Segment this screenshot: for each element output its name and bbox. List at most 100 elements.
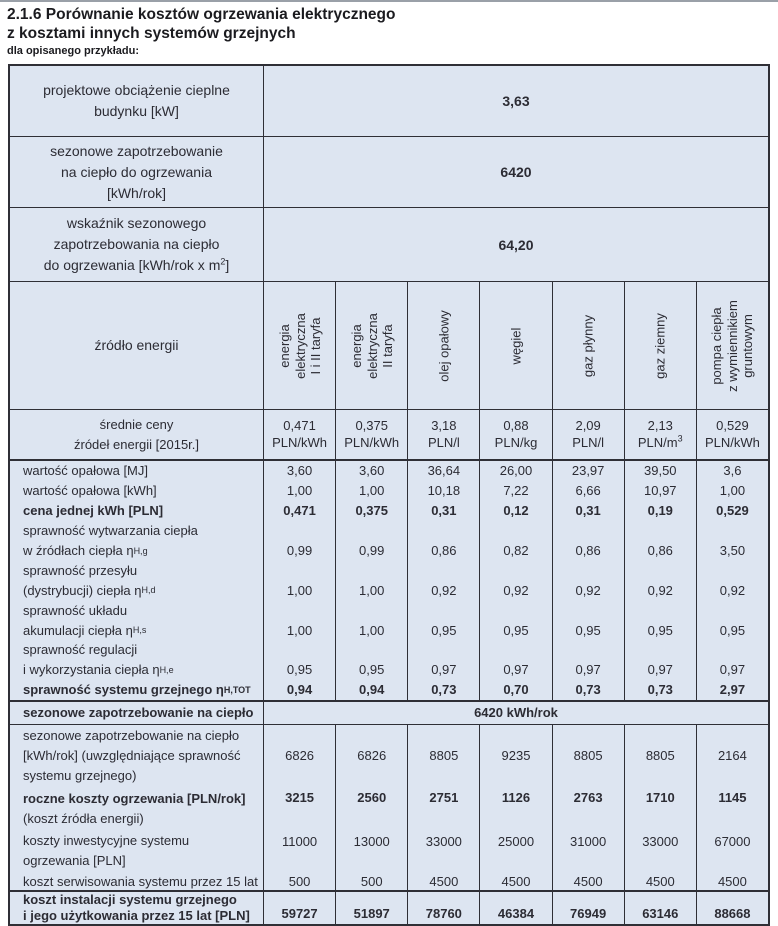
efficiency-row-label: wartość opałowa [kWh] — [10, 481, 263, 501]
total-cost-row: koszt instalacji systemu grzejnego i jego… — [10, 889, 768, 924]
efficiency-value-cell: 0,95 — [407, 620, 479, 641]
efficiency-value-cell: 0,86 — [551, 540, 624, 561]
efficiency-row: sprawność systemu grzejnego η H,TOT 0,94 0,… — [10, 679, 768, 700]
header-line: olej opałowy — [436, 309, 452, 382]
title-block: 2.1.6 Porównanie kosztów ogrzewania elek… — [7, 5, 778, 58]
efficiency-value-cell — [623, 520, 696, 541]
efficiency-value-cell — [407, 520, 479, 541]
cost-value-cell: 8805 — [551, 724, 624, 787]
efficiency-value-cell: 6,66 — [551, 480, 624, 501]
seasonal-demand-total-value: 6420 kWh/rok — [263, 701, 768, 724]
cost-value-cell: 8805 — [623, 724, 696, 787]
cost-label-line: (koszt źródła energii) — [23, 810, 144, 826]
efficiency-block: wartość opałowa [MJ] 3,60 3,60 36,64 26,00 23… — [10, 459, 768, 700]
rotated-header-text: węgiel — [508, 285, 524, 407]
price-unit: PLN/kWh — [344, 434, 400, 450]
efficiency-value-cell: 0,82 — [479, 540, 551, 561]
efficiency-value-cell — [479, 520, 551, 541]
rotated-header-text: energia elektryczna I i II taryfa — [276, 285, 323, 407]
price-cell: 3,18 PLN/l — [407, 410, 479, 459]
energy-source-column-header: energia elektryczna II taryfa — [335, 282, 407, 409]
efficiency-value-cell: 26,00 — [479, 461, 551, 481]
energy-source-header-label: źródło energii — [94, 337, 179, 353]
efficiency-row-label: i wykorzystania ciepła η H,e — [23, 662, 174, 678]
cost-row: koszty inwestycyjne systemu ogrzewania [P… — [10, 830, 768, 872]
efficiency-value-cell — [551, 520, 624, 541]
efficiency-value-cell: 1,00 — [335, 580, 407, 601]
efficiency-row: sprawność układu — [10, 600, 768, 621]
efficiency-label-text: cena jednej kWh [PLN] — [23, 503, 164, 519]
header-line: energia — [348, 323, 364, 368]
price-value: 0,88 — [503, 418, 529, 433]
efficiency-row-label: sprawność systemu grzejnego η H,TOT — [23, 682, 251, 698]
efficiency-row-label: (dystrybucji) ciepła η H,d — [23, 582, 156, 598]
cost-label-line: sezonowe zapotrzebowanie na ciepło — [23, 727, 240, 743]
efficiency-value-cell: 1,00 — [335, 480, 407, 501]
energy-source-column-header: olej opałowy — [407, 282, 479, 409]
section-title-line1: 2.1.6 Porównanie kosztów ogrzewania elek… — [7, 6, 396, 23]
cost-value-cell: 11000 — [263, 830, 335, 872]
efficiency-row-label: sprawność regulacji — [10, 640, 263, 660]
cost-value-cell: 4500 — [623, 871, 696, 892]
price-unit: PLN/l — [427, 434, 460, 450]
efficiency-label-text: sprawność przesyłu — [23, 562, 138, 578]
summary-row: wskaźnik sezonowego zapotrzebowania na ci… — [10, 207, 768, 281]
efficiency-value-cell: 0,95 — [695, 620, 768, 641]
seasonal-demand-total-row: sezonowe zapotrzebowanie na ciepło 6420 … — [10, 699, 768, 724]
efficiency-value-cell: 0,97 — [479, 659, 551, 680]
cost-value-cell: 2164 — [695, 724, 768, 787]
summary-rows-section: projektowe obciążenie cieplne budynku [kW… — [10, 66, 768, 281]
efficiency-label-text: sprawność wytwarzania ciepła — [23, 523, 198, 539]
efficiency-value-cell: 0,12 — [479, 500, 551, 521]
efficiency-label-text: wartość opałowa [MJ] — [23, 463, 148, 479]
average-prices-label: średnie ceny źródeł energii [2015r.] — [10, 410, 263, 459]
efficiency-value-cell — [407, 640, 479, 660]
efficiency-value-cell: 39,50 — [623, 461, 696, 481]
efficiency-value-cell — [695, 600, 768, 621]
summary-row-value: 3,63 — [263, 66, 768, 136]
efficiency-row: i wykorzystania ciepła η H,e 0,95 0,95 0,97 0… — [10, 659, 768, 680]
cost-label-line: koszt serwisowania systemu przez 15 lat — [23, 873, 258, 889]
efficiency-value-cell: 0,92 — [407, 580, 479, 601]
efficiency-value-cell — [263, 520, 335, 541]
efficiency-value-cell: 1,00 — [263, 580, 335, 601]
efficiency-label-text: i wykorzystania ciepła η — [23, 662, 160, 678]
efficiency-row-label: sprawność wytwarzania ciepła — [10, 521, 263, 541]
header-line: energia — [276, 323, 292, 368]
cost-label-line: ogrzewania [PLN] — [23, 853, 126, 869]
cost-value-cell: 4500 — [695, 871, 768, 892]
efficiency-row: sprawność przesyłu — [10, 560, 768, 581]
efficiency-label-text: sprawność regulacji — [23, 642, 138, 658]
efficiency-value-cell: 0,97 — [407, 659, 479, 680]
efficiency-value-cell — [335, 640, 407, 660]
summary-row: sezonowe zapotrzebowanie na ciepło do ogr… — [10, 136, 768, 207]
header-line: elektryczna — [291, 312, 307, 379]
efficiency-value-cell: 0,97 — [551, 659, 624, 680]
efficiency-value-cell: 0,529 — [695, 500, 768, 521]
summary-label-line: sezonowe zapotrzebowanie — [50, 142, 223, 159]
summary-label-line: na ciepło do ogrzewania — [61, 163, 212, 180]
efficiency-value-cell: 0,19 — [623, 500, 696, 521]
price-value: 2,09 — [575, 418, 601, 433]
efficiency-value-cell — [335, 560, 407, 581]
rotated-header-text: gaz płynny — [580, 285, 596, 407]
energy-source-column-header: gaz płynny — [551, 282, 624, 409]
cost-rows-section: sezonowe zapotrzebowanie na ciepło [kWh/r… — [10, 723, 768, 892]
summary-row-label: sezonowe zapotrzebowanie na ciepło do ogr… — [10, 137, 263, 207]
efficiency-value-cell — [263, 640, 335, 660]
price-cell: 0,375 PLN/kWh — [335, 410, 407, 459]
efficiency-value-cell: 1,00 — [263, 620, 335, 641]
efficiency-row: sprawność wytwarzania ciepła — [10, 520, 768, 541]
efficiency-value-cell — [551, 560, 624, 581]
efficiency-value-cell: 0,99 — [335, 540, 407, 561]
cost-value-cell: 500 — [263, 871, 335, 892]
header-line: II taryfa — [379, 323, 395, 368]
total-value-cell: 88668 — [695, 891, 768, 924]
efficiency-value-cell: 0,471 — [263, 500, 335, 521]
efficiency-row: wartość opałowa [MJ] 3,60 3,60 36,64 26,00 23… — [10, 459, 768, 481]
efficiency-value-cell: 0,86 — [623, 540, 696, 561]
efficiency-value-cell: 0,94 — [335, 679, 407, 700]
cost-value-cell: 2751 — [407, 786, 479, 831]
rotated-header-text: gaz ziemny — [653, 285, 669, 407]
total-value-cell: 59727 — [263, 891, 335, 924]
